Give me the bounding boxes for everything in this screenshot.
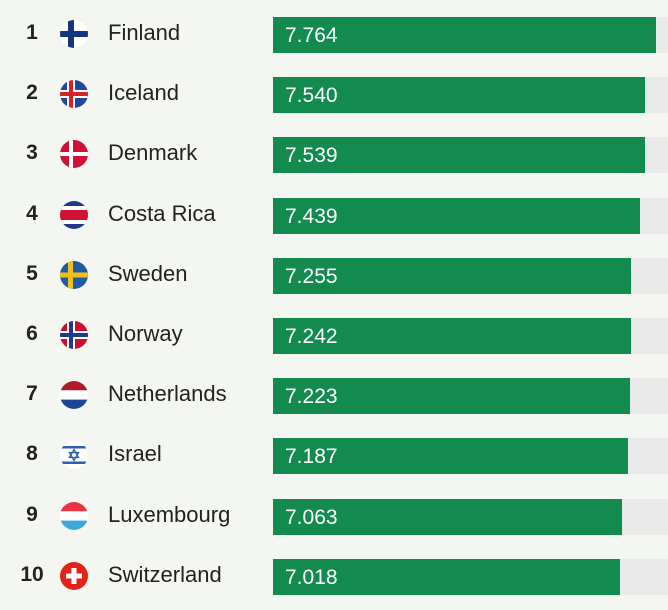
bar: 7.255	[273, 257, 632, 294]
rank-label: 8	[26, 442, 38, 466]
country-label: Iceland	[108, 80, 179, 106]
bar: 7.540	[273, 77, 646, 114]
bar-track: 7.018	[273, 558, 668, 595]
data-label: 7.540	[285, 84, 338, 108]
chart-row: 9 Luxembourg 7.063	[0, 485, 668, 545]
chart-row: 3 Denmark 7.539	[0, 123, 668, 183]
country-label: Denmark	[108, 140, 198, 166]
chart-row: 2 Iceland 7.540	[0, 63, 668, 123]
rank-label: 6	[26, 322, 38, 345]
data-label: 7.187	[285, 445, 338, 469]
denmark-flag-icon	[60, 140, 88, 169]
chart-row: 10 Switzerland 7.018	[0, 545, 668, 605]
country-label: Luxembourg	[108, 501, 231, 527]
bar: 7.242	[273, 318, 631, 354]
chart-row: 6 Norway 7.242	[0, 304, 668, 364]
rank-label: 7	[26, 382, 38, 406]
finland-flag-icon	[60, 20, 88, 48]
israel-flag-icon	[60, 441, 88, 470]
costa-rica-flag-icon	[60, 200, 88, 229]
bar-track: 7.223	[273, 378, 668, 415]
iceland-flag-icon	[60, 80, 88, 109]
data-label: 7.764	[285, 24, 338, 47]
rank-label: 2	[26, 81, 38, 105]
rank-label: 3	[26, 141, 38, 165]
country-label: Finland	[108, 20, 181, 45]
bar: 7.063	[273, 498, 622, 535]
bar-track: 7.540	[273, 77, 668, 114]
luxembourg-flag-icon	[60, 501, 88, 530]
rank-label: 1	[26, 21, 38, 44]
country-label: Costa Rica	[108, 200, 216, 226]
chart-row: 4 Costa Rica 7.439	[0, 184, 668, 244]
chart-row: 5 Sweden 7.255	[0, 244, 668, 304]
rank-label: 4	[26, 201, 38, 225]
bar-track: 7.242	[273, 318, 668, 354]
bar: 7.539	[273, 137, 646, 174]
data-label: 7.255	[285, 264, 338, 288]
rank-label: 9	[26, 502, 38, 526]
data-label: 7.242	[285, 325, 338, 348]
bar: 7.223	[273, 378, 630, 415]
data-label: 7.439	[285, 204, 338, 228]
bar-track: 7.764	[273, 17, 668, 53]
bar: 7.764	[273, 17, 657, 53]
rank-label: 5	[26, 261, 38, 285]
bar-track: 7.539	[273, 137, 668, 174]
country-label: Norway	[108, 321, 183, 346]
country-label: Switzerland	[108, 561, 222, 587]
chart-row: 1 Finland 7.764	[0, 3, 668, 63]
data-label: 7.063	[285, 505, 338, 529]
data-label: 7.539	[285, 144, 338, 168]
chart-row: 7 Netherlands 7.223	[0, 364, 668, 424]
data-label: 7.018	[285, 565, 338, 589]
bar-track: 7.439	[273, 197, 668, 234]
country-label: Sweden	[108, 260, 188, 286]
norway-flag-icon	[60, 321, 88, 349]
bar: 7.439	[273, 197, 641, 234]
data-label: 7.223	[285, 385, 338, 409]
rank-label: 10	[20, 562, 44, 586]
sweden-flag-icon	[60, 260, 88, 289]
bar: 7.187	[273, 438, 628, 475]
bar: 7.018	[273, 558, 620, 595]
netherlands-flag-icon	[60, 381, 88, 410]
country-label: Netherlands	[108, 381, 227, 407]
country-label: Israel	[108, 441, 162, 467]
switzerland-flag-icon	[60, 561, 88, 590]
bar-track: 7.063	[273, 498, 668, 535]
chart-row: 8 Israel 7.187	[0, 424, 668, 484]
bar-track: 7.187	[273, 438, 668, 475]
bar-track: 7.255	[273, 257, 668, 294]
